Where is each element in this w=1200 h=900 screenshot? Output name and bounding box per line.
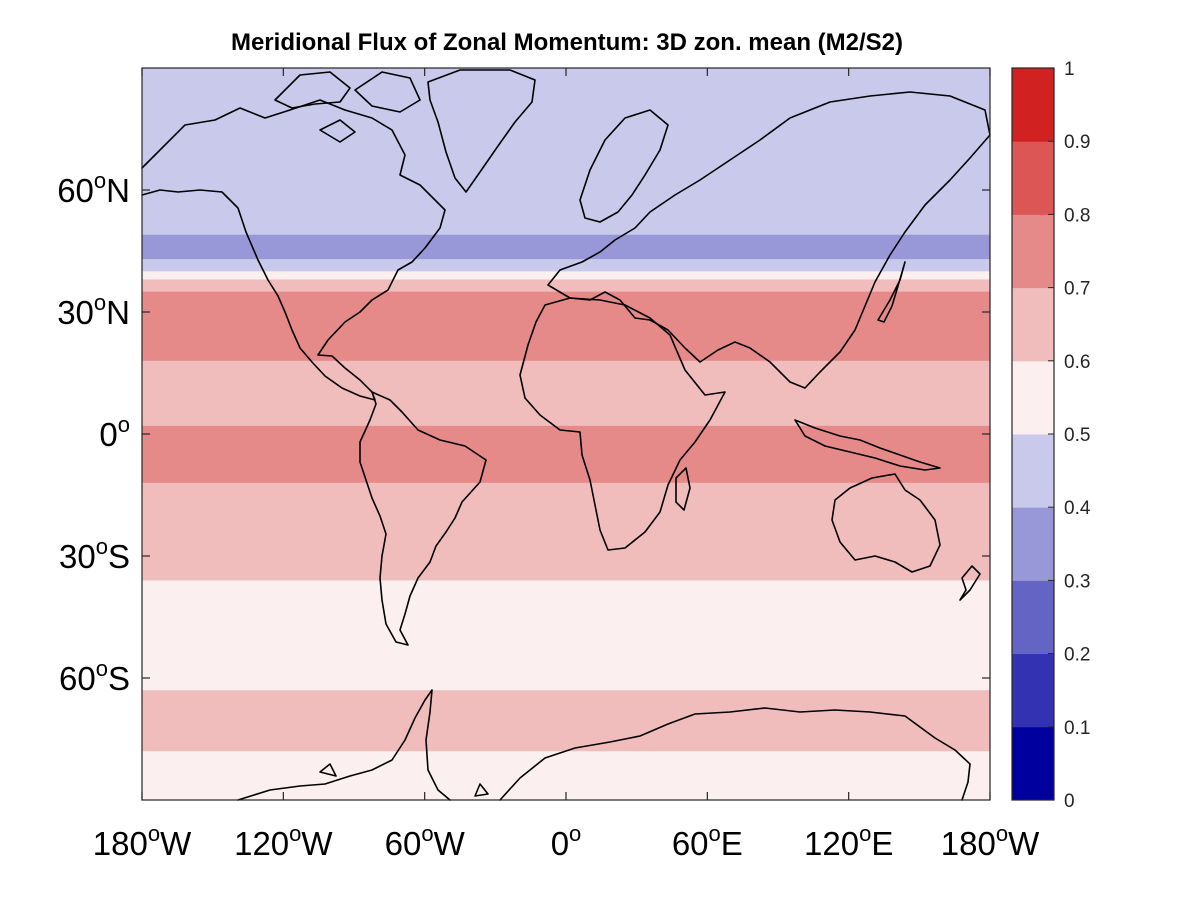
colorbar-ticks: 0 0.1 0.2 0.3 0.4 0.5 0.6 0.7 0.8 0.9 1 bbox=[1048, 59, 1091, 812]
coastline-madagascar bbox=[675, 467, 691, 511]
x-axis-ticks: 180oW 120oW 60oW 0o 60oE 120oE 180oW bbox=[93, 68, 1040, 862]
colorbar-block-0 bbox=[1012, 726, 1054, 801]
colorbar-tick-label-9: 0.9 bbox=[1064, 132, 1090, 153]
value-band-9 bbox=[142, 580, 990, 691]
y-tick-label-0: 60oN bbox=[57, 168, 130, 209]
x-tick-label-6: 180oW bbox=[941, 821, 1040, 862]
y-tick-label-1: 30oN bbox=[57, 290, 130, 331]
y-tick-label-3: 30oS bbox=[59, 534, 130, 575]
colorbar-block-6 bbox=[1012, 287, 1054, 362]
coastlines bbox=[141, 69, 991, 801]
value-band-6 bbox=[142, 360, 990, 427]
colorbar-block-7 bbox=[1012, 214, 1054, 289]
colorbar-tick-label-2: 0.2 bbox=[1064, 645, 1090, 666]
colorbar-tick-label-7: 0.7 bbox=[1064, 279, 1090, 300]
value-band-2 bbox=[142, 259, 990, 272]
x-tick-label-0: 180oW bbox=[93, 821, 192, 862]
colorbar-tick-label-4: 0.4 bbox=[1064, 498, 1091, 519]
colorbar: 0 0.1 0.2 0.3 0.4 0.5 0.6 0.7 0.8 0.9 1 bbox=[1011, 59, 1091, 812]
coastline-antarctic-islands bbox=[319, 763, 489, 797]
x-tick-label-5: 120oE bbox=[804, 821, 893, 862]
colorbar-tick-label-5: 0.5 bbox=[1064, 425, 1090, 446]
coastline-australia bbox=[831, 473, 941, 573]
coastline-arctic-islands bbox=[274, 71, 421, 143]
x-tick-label-3: 0o bbox=[551, 821, 582, 862]
colorbar-block-5 bbox=[1012, 360, 1054, 435]
coastline-eurasia bbox=[547, 91, 991, 389]
coastline-north-america bbox=[141, 99, 446, 401]
coastline-antarctica bbox=[237, 689, 971, 801]
value-band-1 bbox=[142, 234, 990, 260]
figure-title: Meridional Flux of Zonal Momentum: 3D zo… bbox=[231, 29, 903, 56]
value-band-7 bbox=[142, 425, 990, 484]
value-band-0 bbox=[142, 68, 990, 236]
x-tick-label-4: 60oE bbox=[672, 821, 743, 862]
map-panel: 180oW 120oW 60oW 0o 60oE 120oE 180oW 60oN 30oN 0… bbox=[57, 67, 1040, 862]
coastline-japan bbox=[877, 261, 906, 323]
coastline-greenland bbox=[427, 69, 536, 193]
value-band-5 bbox=[142, 291, 990, 362]
coastline-indonesia bbox=[794, 419, 941, 471]
colorbar-block-1 bbox=[1012, 653, 1054, 728]
y-tick-label-2: 0o bbox=[99, 412, 130, 453]
colorbar-block-8 bbox=[1012, 141, 1054, 215]
colorbar-tick-label-1: 0.1 bbox=[1064, 718, 1090, 739]
y-axis-ticks: 60oN 30oN 0o 30oS 60oS bbox=[57, 168, 990, 697]
value-band-4 bbox=[142, 279, 990, 293]
colorbar-tick-label-10: 1 bbox=[1064, 59, 1075, 80]
colorbar-block-2 bbox=[1012, 580, 1054, 655]
value-band-3 bbox=[142, 271, 990, 280]
colorbar-tick-label-0: 0 bbox=[1064, 791, 1075, 812]
coastline-south-america bbox=[359, 391, 487, 646]
colorbar-block-3 bbox=[1012, 507, 1054, 581]
coastline-new-zealand bbox=[959, 565, 981, 601]
value-band-10 bbox=[142, 690, 990, 752]
colorbar-tick-label-8: 0.8 bbox=[1064, 205, 1090, 226]
colorbar-block-4 bbox=[1012, 434, 1054, 508]
x-tick-label-1: 120oW bbox=[234, 821, 333, 862]
colorbar-block-9 bbox=[1012, 68, 1054, 142]
colorbar-tick-label-6: 0.6 bbox=[1064, 352, 1090, 373]
value-bands bbox=[142, 68, 990, 801]
coastline-scandinavia bbox=[579, 109, 669, 223]
y-tick-label-4: 60oS bbox=[59, 656, 130, 697]
value-band-8 bbox=[142, 482, 990, 581]
x-tick-label-2: 60oW bbox=[385, 821, 466, 862]
colorbar-tick-label-3: 0.3 bbox=[1064, 571, 1090, 592]
colorbar-blocks bbox=[1012, 68, 1054, 801]
coastline-africa bbox=[519, 297, 726, 551]
